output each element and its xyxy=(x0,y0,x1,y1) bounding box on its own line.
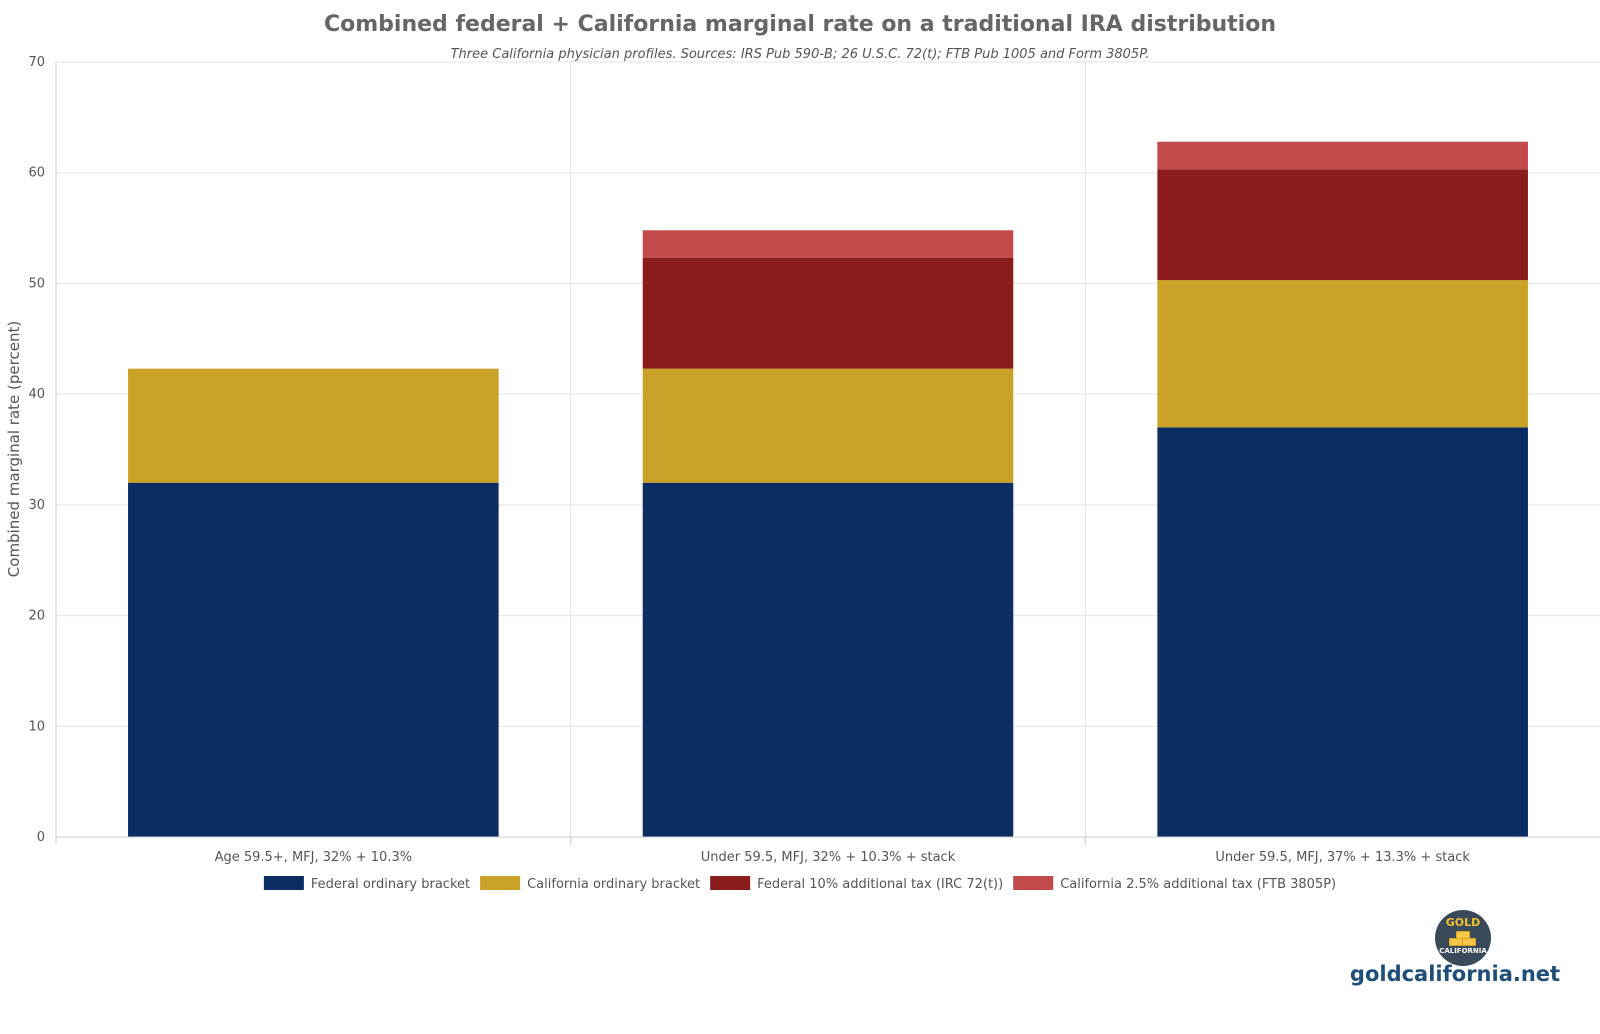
legend-label: California ordinary bracket xyxy=(527,877,700,892)
bar-segment xyxy=(642,257,1014,369)
legend-label: Federal ordinary bracket xyxy=(311,877,470,892)
legend-label: Federal 10% additional tax (IRC 72(t)) xyxy=(757,877,1003,892)
gold-california-logo: GOLD CALIFORNIA xyxy=(1435,910,1491,966)
y-axis-label: Combined marginal rate (percent) xyxy=(5,321,23,577)
logo-top-text: GOLD xyxy=(1445,916,1481,929)
bar-segment xyxy=(642,368,1014,483)
legend-label: California 2.5% additional tax (FTB 3805… xyxy=(1060,877,1336,892)
legend-swatch xyxy=(710,876,751,890)
legend-swatch xyxy=(480,876,521,890)
y-tick-label: 70 xyxy=(28,55,45,70)
bar-segment xyxy=(128,482,499,837)
y-tick-label: 30 xyxy=(28,498,45,513)
y-tick-label: 40 xyxy=(28,387,45,402)
bar-segment xyxy=(1157,141,1528,170)
y-tick-label: 60 xyxy=(28,166,45,181)
brand-url[interactable]: goldcalifornia.net xyxy=(1349,962,1561,986)
bar-segment xyxy=(1157,280,1528,428)
x-tick-label: Under 59.5, MFJ, 37% + 13.3% + stack xyxy=(1215,850,1470,865)
bar-segment xyxy=(1157,427,1528,837)
legend-item: Federal 10% additional tax (IRC 72(t)) xyxy=(710,876,1003,892)
legend-item: Federal ordinary bracket xyxy=(263,876,470,892)
logo-bottom-text: CALIFORNIA xyxy=(1439,947,1487,955)
legend-swatch xyxy=(263,876,304,890)
legend-item: California ordinary bracket xyxy=(480,876,700,892)
y-tick-label: 50 xyxy=(28,276,45,291)
y-tick-label: 0 xyxy=(37,830,45,845)
legend-swatch xyxy=(1013,876,1054,890)
gold-bars-icon xyxy=(1449,931,1477,946)
bar-segment xyxy=(128,368,499,483)
axes: 0 10 20 30 40 50 60 70 Age 59.5+, MFJ, 32% + 10.… xyxy=(28,55,1600,865)
bars xyxy=(128,141,1528,837)
chart-title: Combined federal + California marginal r… xyxy=(324,12,1276,37)
legend: Federal ordinary bracket California ordin… xyxy=(263,876,1336,892)
bar-segment xyxy=(1157,169,1528,281)
bar-segment xyxy=(642,230,1014,258)
x-tick-label: Age 59.5+, MFJ, 32% + 10.3% xyxy=(215,850,413,865)
x-tick-label: Under 59.5, MFJ, 32% + 10.3% + stack xyxy=(701,850,956,865)
bar-segment xyxy=(642,482,1014,837)
y-tick-label: 10 xyxy=(28,719,45,734)
brand-block: GOLD CALIFORNIA goldcalifornia.net xyxy=(1340,910,1570,1000)
legend-item: California 2.5% additional tax (FTB 3805… xyxy=(1013,876,1336,892)
y-tick-label: 20 xyxy=(28,609,45,624)
chart-subtitle: Three California physician profiles. Sou… xyxy=(451,47,1150,62)
